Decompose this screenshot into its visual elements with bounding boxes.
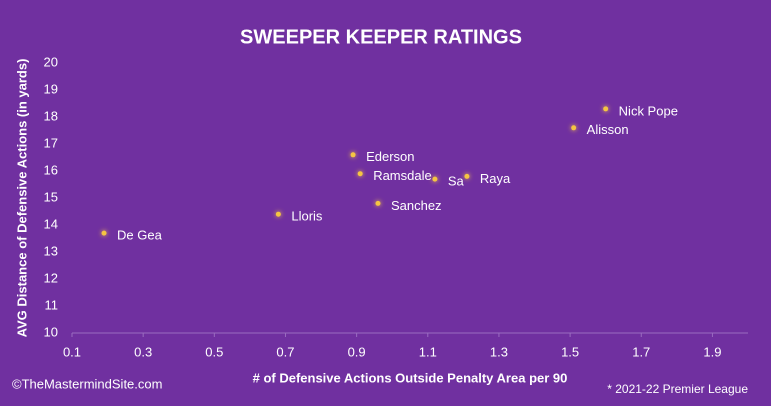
y-tick-label: 14 [44, 216, 58, 231]
x-axis-label: # of Defensive Actions Outside Penalty A… [253, 370, 568, 385]
x-tick-label: 0.3 [134, 344, 152, 359]
x-tick-label: 1.9 [703, 344, 721, 359]
x-tick-label: 0.9 [348, 344, 366, 359]
point [350, 152, 356, 158]
point [571, 125, 577, 131]
point [357, 171, 363, 177]
y-tick-label: 11 [45, 297, 59, 312]
y-tick-label: 10 [44, 324, 58, 339]
note: * 2021-22 Premier League [607, 382, 748, 396]
point-label: Sanchez [391, 198, 442, 213]
point [432, 176, 438, 182]
credit: ©TheMastermindSite.com [12, 376, 162, 391]
x-tick-label: 0.5 [205, 344, 223, 359]
point [101, 230, 107, 236]
y-tick-label: 19 [44, 81, 58, 96]
point [275, 211, 281, 217]
x-tick-label: 0.1 [63, 344, 81, 359]
y-tick-label: 17 [44, 135, 58, 150]
y-tick-label: 16 [44, 162, 58, 177]
y-axis-label: AVG Distance of Defensive Actions (in ya… [14, 59, 29, 338]
y-tick-label: 18 [44, 108, 58, 123]
point [464, 173, 470, 179]
x-tick-label: 1.7 [632, 344, 650, 359]
y-tick-label: 20 [44, 54, 58, 69]
point-label: Alisson [587, 122, 629, 137]
point-label: Raya [480, 171, 511, 186]
point-label: Lloris [291, 209, 323, 224]
point-label: Ramsdale [373, 168, 432, 183]
point-label: Sa [448, 174, 465, 189]
point-label: Ederson [366, 149, 414, 164]
point [375, 200, 381, 206]
x-tick-label: 1.5 [561, 344, 579, 359]
y-tick-label: 15 [44, 189, 58, 204]
x-tick-label: 1.1 [419, 344, 437, 359]
chart-title: SWEEPER KEEPER RATINGS [240, 26, 522, 48]
x-tick-label: 0.7 [276, 344, 294, 359]
y-tick-label: 13 [44, 243, 58, 258]
y-tick-label: 12 [44, 270, 58, 285]
point [603, 106, 609, 112]
x-tick-label: 1.3 [490, 344, 508, 359]
point-label: Nick Pope [619, 103, 678, 118]
point-label: De Gea [117, 228, 163, 243]
